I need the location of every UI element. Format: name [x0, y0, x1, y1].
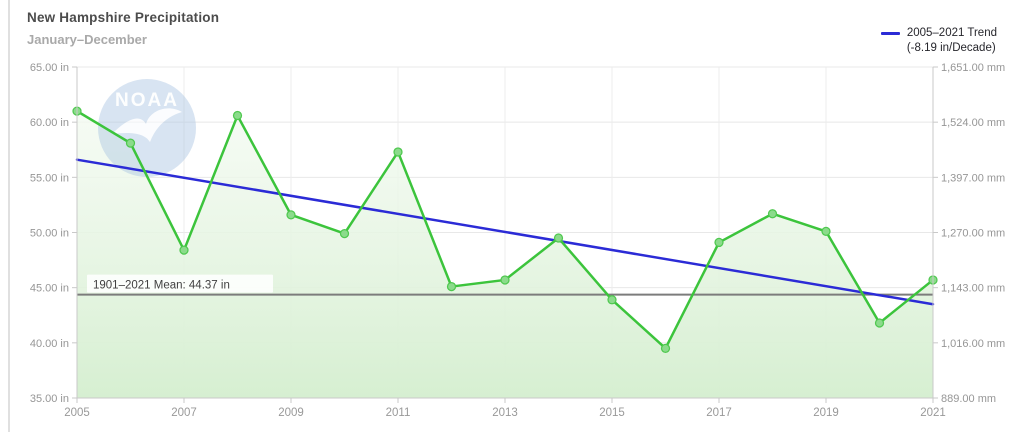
y-axis-left-tick-label: 45.00 in: [30, 283, 69, 295]
noaa-watermark-text: NOAA: [115, 90, 179, 111]
noaa-logo-watermark: NOAA: [98, 79, 196, 177]
data-point-2017[interactable]: [714, 237, 724, 248]
x-axis-tick-label: 2007: [171, 407, 197, 419]
x-axis-tick-label: 2011: [386, 407, 411, 419]
x-axis-tick-label: 2021: [920, 407, 946, 419]
x-axis-tick-label: 2015: [599, 407, 625, 419]
y-axis-right-tick-label: 889.00 mm: [941, 393, 996, 405]
y-axis-left-tick-label: 50.00 in: [30, 228, 69, 240]
chart-subtitle: January–December: [27, 32, 147, 47]
data-point-2013[interactable]: [500, 275, 510, 285]
mean-label-box: [87, 274, 273, 293]
data-point-2012[interactable]: [446, 281, 457, 292]
y-axis-left-tick-label: 35.00 in: [30, 393, 69, 405]
x-axis-tick-label: 2009: [278, 407, 304, 419]
data-point-2019[interactable]: [821, 226, 831, 237]
data-point-2011[interactable]: [393, 147, 403, 157]
data-point-2007[interactable]: [179, 245, 189, 255]
data-point-2010[interactable]: [339, 228, 350, 239]
y-axis-right-tick-label: 1,016.00 mm: [941, 338, 1005, 350]
data-point-2006[interactable]: [125, 138, 136, 148]
y-axis-right-tick-label: 1,270.00 mm: [941, 228, 1005, 240]
y-axis-left-tick-label: 55.00 in: [30, 172, 69, 184]
y-axis-right-tick-label: 1,143.00 mm: [941, 283, 1005, 295]
y-axis-left-tick-label: 40.00 in: [30, 338, 69, 350]
x-axis-tick-label: 2019: [813, 407, 839, 419]
data-point-2009[interactable]: [286, 210, 296, 220]
data-point-2014[interactable]: [553, 233, 564, 243]
mean-label-text: 1901–2021 Mean: 44.37 in: [93, 280, 230, 292]
y-axis-right-tick-label: 1,651.00 mm: [941, 62, 1005, 74]
trend-line: [75, 158, 935, 306]
y-axis-right-tick-label: 1,524.00 mm: [941, 117, 1005, 129]
legend-label: 2005–2021 Trend (-8.19 in/Decade): [907, 26, 997, 55]
trend-line-swatch-icon: [880, 32, 900, 35]
legend-item-trend[interactable]: 2005–2021 Trend (-8.19 in/Decade): [880, 26, 997, 55]
noaa-bird-icon: [112, 108, 182, 142]
chart-title: New Hampshire Precipitation: [27, 10, 220, 25]
data-point-2020[interactable]: [874, 318, 885, 328]
x-axis-tick-label: 2005: [64, 407, 90, 419]
legend-label-line2: (-8.19 in/Decade): [906, 41, 996, 54]
y-axis-left-tick-label: 60.00 in: [30, 117, 69, 129]
data-point-2015[interactable]: [607, 295, 617, 305]
y-axis-right-tick-label: 1,397.00 mm: [941, 172, 1005, 184]
y-axis-left-tick-label: 65.00 in: [30, 62, 69, 74]
chart-header: New Hampshire Precipitation January–Dece…: [27, 10, 219, 47]
precipitation-area-fill: [77, 111, 933, 398]
page-left-border: [8, 0, 10, 432]
data-point-2016[interactable]: [660, 343, 671, 353]
x-axis-tick-label: 2017: [706, 407, 732, 419]
data-point-2008[interactable]: [232, 110, 243, 121]
data-point-2018[interactable]: [767, 209, 778, 219]
x-axis-tick-label: 2013: [492, 407, 518, 419]
legend-label-line1: 2005–2021 Trend: [906, 27, 997, 39]
